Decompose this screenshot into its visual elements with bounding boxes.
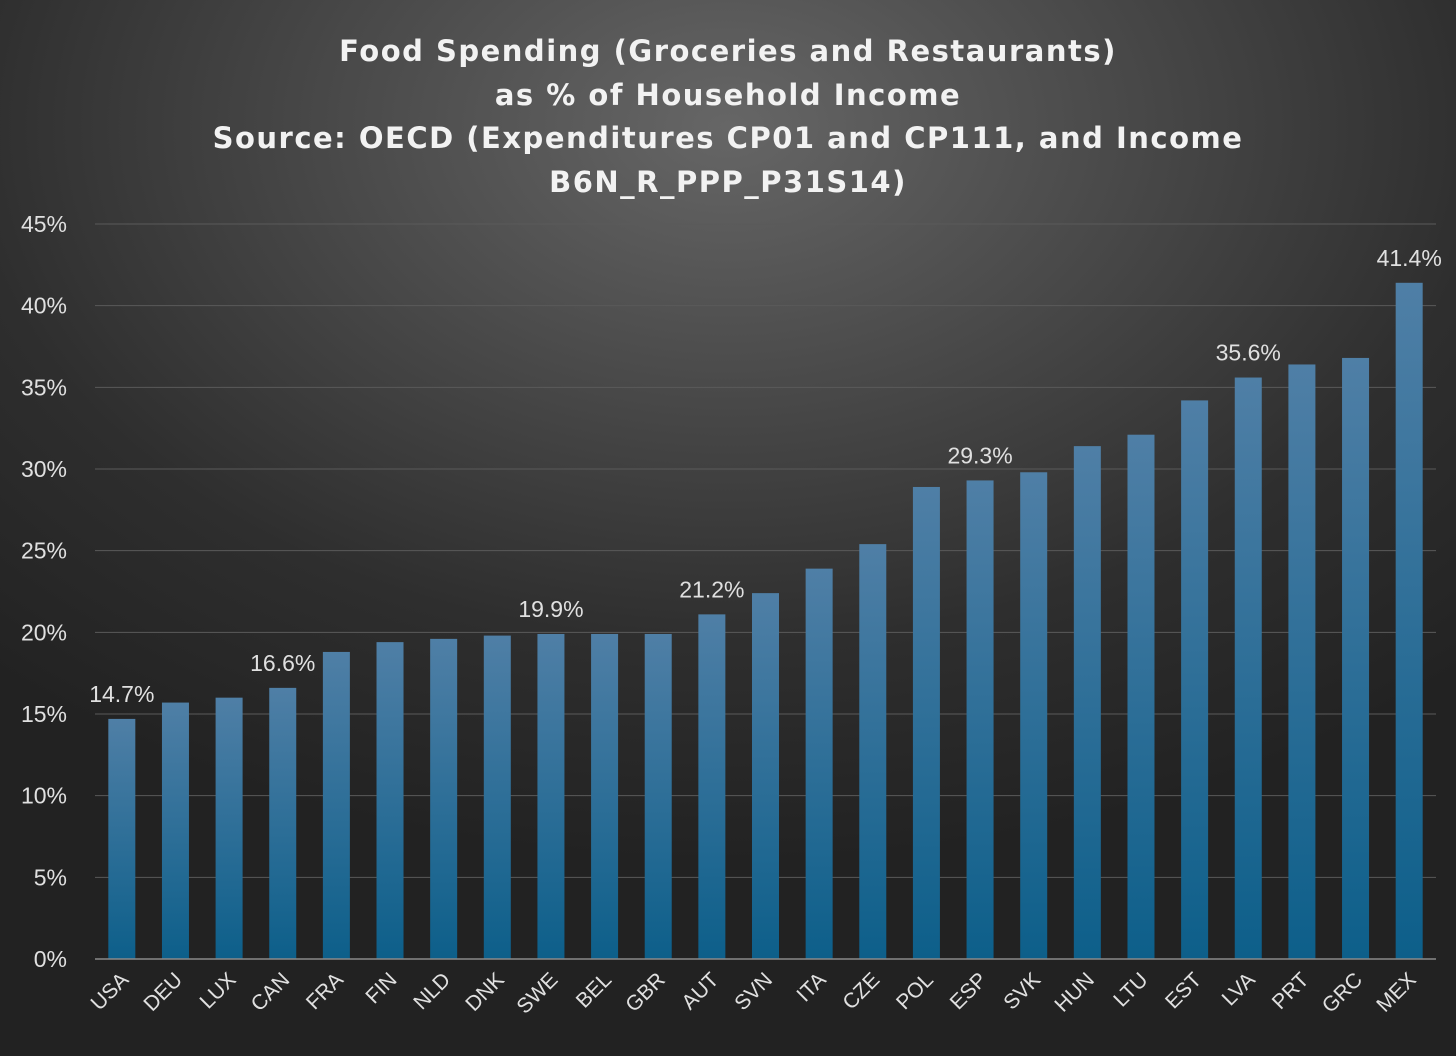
bar-pol bbox=[912, 486, 940, 959]
bar-prt bbox=[1288, 364, 1316, 959]
bar-ita bbox=[805, 568, 833, 959]
x-tick-label: DEU bbox=[139, 968, 187, 1016]
data-label: 21.2% bbox=[679, 576, 744, 602]
chart-title-line-2: as % of Household Income bbox=[494, 77, 962, 112]
bar-dnk bbox=[483, 635, 511, 959]
bar-esp bbox=[966, 480, 994, 959]
x-tick-label: BEL bbox=[572, 968, 616, 1012]
label-layer: 14.7% 16.6% 19.9% 21.2% 29.3% 35.6% 41.4% bbox=[89, 245, 1442, 707]
x-tick-label: ESP bbox=[946, 968, 992, 1014]
y-tick-label: 15% bbox=[21, 701, 67, 727]
y-tick-label: 5% bbox=[34, 864, 67, 890]
bar-nld bbox=[430, 638, 458, 959]
bar-aut bbox=[698, 614, 726, 959]
data-label: 41.4% bbox=[1377, 245, 1442, 271]
x-tick-label: CAN bbox=[247, 968, 295, 1016]
data-label: 35.6% bbox=[1216, 340, 1281, 366]
x-tick-label: GBR bbox=[621, 968, 669, 1016]
bar-lux bbox=[215, 697, 243, 959]
chart-title-line-1: Food Spending (Groceries and Restaurants… bbox=[339, 34, 1117, 68]
chart-title-line-3: Source: OECD (Expenditures CP01 and CP11… bbox=[212, 121, 1244, 155]
bar-can bbox=[269, 687, 297, 959]
bar-deu bbox=[161, 702, 189, 959]
x-tick-label: NLD bbox=[409, 968, 455, 1014]
bar-est bbox=[1181, 400, 1209, 959]
x-tick-label: DNK bbox=[461, 968, 509, 1016]
x-tick-label: AUT bbox=[677, 968, 723, 1014]
bar-svk bbox=[1020, 472, 1048, 959]
x-tick-label: FIN bbox=[361, 968, 401, 1008]
x-tick-label: LUX bbox=[195, 968, 240, 1013]
data-label: 29.3% bbox=[947, 442, 1012, 468]
data-label: 16.6% bbox=[250, 650, 315, 676]
bar-grc bbox=[1342, 357, 1370, 959]
x-tick-label: SVK bbox=[999, 968, 1045, 1014]
x-tick-label: MEX bbox=[1372, 968, 1420, 1016]
x-tick-label: GRC bbox=[1318, 968, 1367, 1017]
bar-ltu bbox=[1127, 434, 1155, 959]
y-tick-label: 30% bbox=[21, 456, 67, 482]
x-tick-label: ITA bbox=[792, 968, 830, 1006]
data-label: 14.7% bbox=[89, 681, 154, 707]
x-tick-label: LTU bbox=[1109, 968, 1152, 1011]
bar-fra bbox=[322, 651, 350, 959]
bar-svn bbox=[752, 593, 779, 959]
bar-swe bbox=[537, 633, 565, 959]
x-tick-label: FRA bbox=[302, 968, 348, 1014]
y-tick-label: 0% bbox=[34, 946, 67, 972]
bar-mex bbox=[1395, 282, 1423, 959]
x-tick-label: CZE bbox=[838, 968, 884, 1014]
bar-hun bbox=[1073, 446, 1101, 960]
y-tick-label: 40% bbox=[21, 293, 67, 319]
bar-cze bbox=[859, 544, 887, 959]
y-tick-label: 10% bbox=[21, 783, 67, 809]
x-tick-label: EST bbox=[1161, 968, 1206, 1013]
chart-title: Food Spending (Groceries and Restaurants… bbox=[0, 30, 1456, 204]
bar-fin bbox=[376, 642, 404, 959]
x-tick-label: SVN bbox=[730, 968, 777, 1015]
bar-layer bbox=[108, 282, 1423, 960]
chart-title-line-4: B6N_R_PPP_P31S14) bbox=[549, 164, 907, 199]
y-tick-label: 20% bbox=[21, 619, 67, 645]
bar-gbr bbox=[644, 633, 672, 959]
y-tick-label: 45% bbox=[21, 211, 67, 237]
x-tick-label: POL bbox=[892, 968, 938, 1014]
data-label: 19.9% bbox=[518, 596, 583, 622]
x-tick-label: SWE bbox=[512, 968, 562, 1018]
y-tick-label: 25% bbox=[21, 538, 67, 564]
y-tick-label: 35% bbox=[21, 374, 67, 400]
bar-lva bbox=[1234, 377, 1262, 959]
bar-usa bbox=[108, 718, 136, 959]
x-tick-label: PRT bbox=[1268, 968, 1314, 1014]
x-tick-label: HUN bbox=[1050, 968, 1098, 1016]
x-tick-label: USA bbox=[87, 968, 134, 1015]
bar-bel bbox=[591, 633, 619, 959]
x-tick-label: LVA bbox=[1218, 968, 1260, 1010]
